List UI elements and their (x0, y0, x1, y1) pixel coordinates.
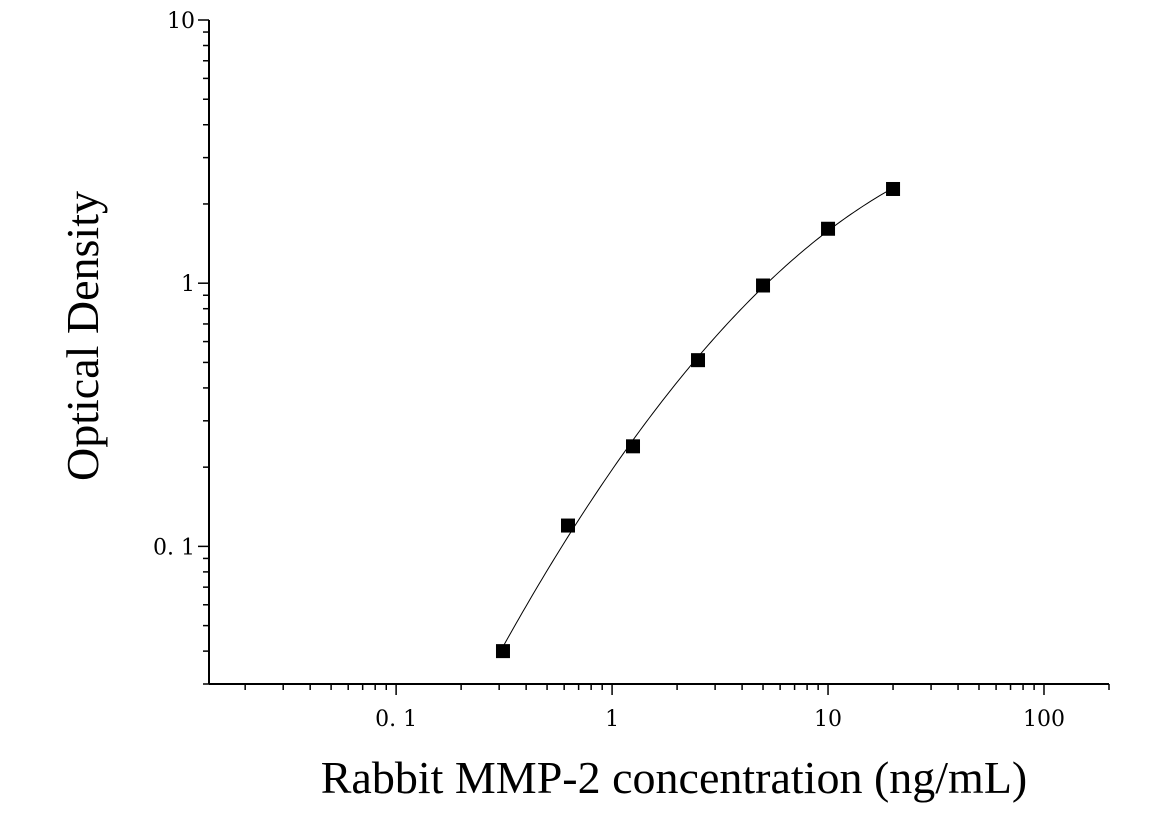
tick-labels: 0. 1 1 10 100 0. 1 1 10 (153, 9, 1065, 732)
axes (208, 20, 1109, 685)
data-point (691, 353, 706, 368)
y-tick-label: 1 (181, 272, 195, 297)
data-point (560, 518, 575, 533)
y-tick-label: 0. 1 (153, 535, 195, 560)
data-points (495, 181, 901, 659)
data-point (495, 644, 510, 659)
data-point (821, 221, 836, 236)
x-tick-label: 10 (814, 707, 842, 732)
y-axis-title: Optical Density (57, 191, 108, 481)
x-axis-title: Rabbit MMP-2 concentration (ng/mL) (321, 752, 1028, 803)
y-tick-label: 10 (167, 9, 195, 34)
x-tick-label: 1 (605, 707, 619, 732)
data-point (626, 439, 641, 454)
data-point (756, 278, 771, 293)
data-point (886, 181, 901, 196)
x-tick-label: 0. 1 (375, 707, 417, 732)
fit-curve (502, 187, 894, 647)
ticks (198, 19, 1110, 695)
x-tick-label: 100 (1023, 707, 1065, 732)
